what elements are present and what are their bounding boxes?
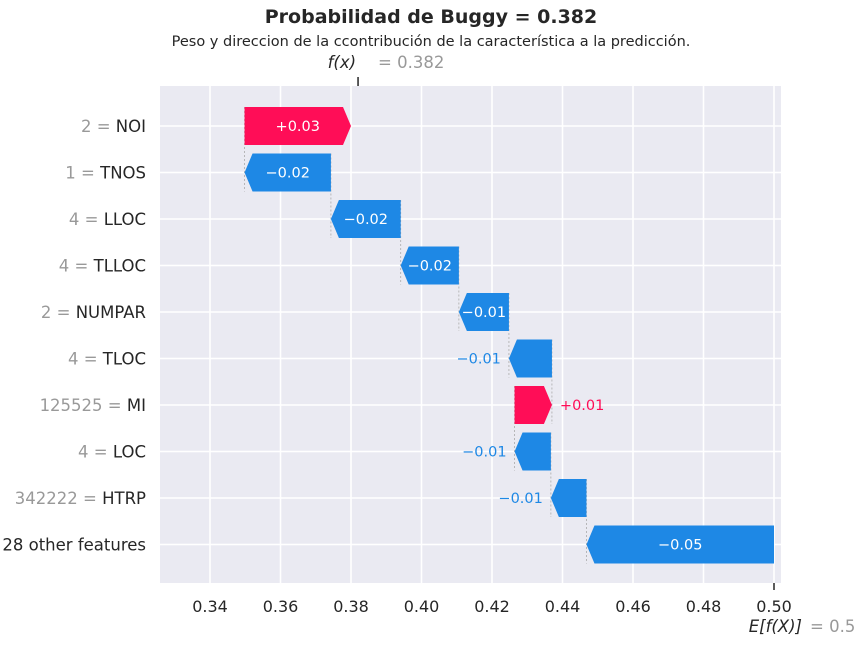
feature-value: 4 <box>69 210 80 229</box>
feature-value: 125525 <box>40 396 103 415</box>
feature-name: MI <box>127 396 146 415</box>
bar-value-label: −0.01 <box>462 445 506 461</box>
bar-numpar <box>458 293 509 331</box>
x-tick-label: 0.42 <box>474 597 510 616</box>
equals-sign: = <box>79 210 103 229</box>
bar-value-label: −0.01 <box>498 491 542 507</box>
bar-value-label: −0.02 <box>408 259 452 275</box>
bar-value-label: −0.01 <box>456 352 500 368</box>
y-tick-label: 342222 = HTRP <box>15 489 146 508</box>
x-tick-label: 0.34 <box>192 597 228 616</box>
feature-name: NOI <box>116 117 146 136</box>
efx-label: E[f(X)] <box>749 617 802 636</box>
feature-value: 4 <box>59 257 70 276</box>
bar-lloc <box>330 200 401 238</box>
y-tick-label: 125525 = MI <box>40 396 146 415</box>
fx-label: f(x) <box>328 53 356 72</box>
feature-value: 1 <box>65 164 76 183</box>
feature-value: 4 <box>78 443 89 462</box>
bar-mi <box>514 386 552 424</box>
x-tick-label: 0.48 <box>686 597 722 616</box>
bar-noi <box>244 107 351 145</box>
equals-sign: = <box>78 350 102 369</box>
bar-value-label: −0.01 <box>462 305 506 321</box>
feature-value: 2 <box>81 117 92 136</box>
y-tick-label: 2 = NUMPAR <box>41 303 146 322</box>
bar-28-other-features <box>586 525 774 564</box>
x-tick-label: 0.40 <box>404 597 440 616</box>
equals-sign: = <box>76 164 100 183</box>
y-tick-label: 1 = TNOS <box>65 164 146 183</box>
efx-value: = 0.5 <box>810 617 855 636</box>
bar-value-label: −0.05 <box>658 538 702 554</box>
bar-value-label: −0.02 <box>266 166 310 182</box>
x-tick-label: 0.38 <box>333 597 369 616</box>
y-tick-label: 4 = LLOC <box>69 210 146 229</box>
equals-sign: = <box>91 117 115 136</box>
y-tick-label: 4 = TLOC <box>68 350 146 369</box>
chart-subtitle: Peso y direccion de la ccontribución de … <box>171 34 691 50</box>
bar-tnos <box>244 153 331 192</box>
y-tick-label: 4 = TLLOC <box>59 257 146 276</box>
equals-sign: = <box>89 443 113 462</box>
feature-name: LLOC <box>104 210 146 229</box>
equals-sign: = <box>69 257 93 276</box>
x-tick-label: 0.50 <box>756 597 792 616</box>
fx-value: = 0.382 <box>378 53 444 72</box>
feature-value: 4 <box>68 350 79 369</box>
bar-value-label: −0.02 <box>344 212 388 228</box>
bar-tloc <box>508 339 552 378</box>
feature-value: 2 <box>41 303 52 322</box>
feature-name: LOC <box>113 443 146 462</box>
x-tick-label: 0.36 <box>263 597 299 616</box>
feature-name: TLLOC <box>93 257 146 276</box>
x-tick-label: 0.44 <box>545 597 581 616</box>
bar-htrp <box>550 479 587 517</box>
feature-name: TNOS <box>99 164 146 183</box>
bar-tlloc <box>400 246 459 285</box>
y-tick-label: 28 other features <box>2 536 146 555</box>
equals-sign: = <box>103 396 127 415</box>
y-tick-label: 2 = NOI <box>81 117 146 136</box>
bar-value-label: +0.03 <box>276 119 320 135</box>
y-tick-label: 4 = LOC <box>78 443 146 462</box>
equals-sign: = <box>78 489 102 508</box>
feature-name: HTRP <box>102 489 146 508</box>
x-tick-label: 0.46 <box>615 597 651 616</box>
feature-name: NUMPAR <box>76 303 146 322</box>
bar-value-label: +0.01 <box>560 398 604 414</box>
chart-title: Probabilidad de Buggy = 0.382 <box>264 6 598 28</box>
equals-sign: = <box>51 303 75 322</box>
feature-value: 342222 <box>15 489 78 508</box>
feature-name: TLOC <box>102 350 146 369</box>
bar-loc <box>514 432 551 471</box>
